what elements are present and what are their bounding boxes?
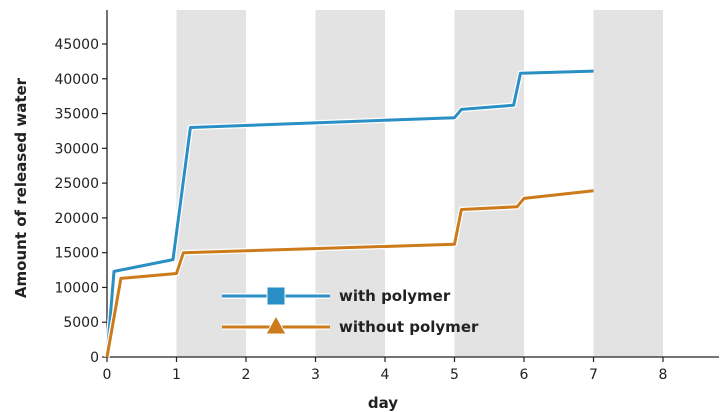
x-axis-title: day bbox=[368, 394, 398, 412]
x-tick-label: 2 bbox=[242, 367, 251, 383]
legend: with polymer without polymer bbox=[222, 286, 479, 336]
x-tick-label: 0 bbox=[103, 367, 112, 383]
y-tick-label: 25000 bbox=[54, 176, 99, 192]
y-tick-label: 35000 bbox=[54, 107, 99, 123]
x-tick-label: 1 bbox=[172, 367, 181, 383]
series-line-with-polymer bbox=[105, 69, 594, 358]
x-tick-label: 4 bbox=[381, 367, 390, 383]
y-tick-label: 15000 bbox=[54, 246, 99, 262]
x-axis: 0 1 2 3 4 5 6 7 8 bbox=[103, 356, 719, 383]
shaded-band bbox=[593, 10, 663, 357]
shaded-band bbox=[176, 10, 246, 357]
x-tick-label: 7 bbox=[589, 367, 598, 383]
shaded-band bbox=[454, 10, 524, 357]
legend-label: with polymer bbox=[339, 287, 451, 305]
y-tick-label: 20000 bbox=[54, 211, 99, 227]
y-tick-label: 30000 bbox=[54, 141, 99, 157]
y-tick-label: 5000 bbox=[63, 315, 99, 331]
x-tick-label: 5 bbox=[450, 367, 459, 383]
shaded-day-bands bbox=[176, 10, 663, 357]
y-tick-label: 40000 bbox=[54, 72, 99, 88]
y-tick-label: 0 bbox=[90, 350, 99, 366]
y-tick-label: 45000 bbox=[54, 37, 99, 53]
series-layer bbox=[104, 68, 594, 358]
series-line-without-polymer bbox=[105, 189, 594, 358]
y-axis: 0 5000 10000 15000 20000 25000 30000 35000 40000… bbox=[54, 10, 108, 366]
y-tick-label: 10000 bbox=[54, 280, 99, 296]
x-tick-label: 3 bbox=[311, 367, 320, 383]
shaded-band bbox=[315, 10, 385, 357]
legend-label: without polymer bbox=[339, 318, 479, 336]
x-tick-label: 6 bbox=[520, 367, 529, 383]
square-marker-icon bbox=[266, 286, 286, 306]
x-tick-label: 8 bbox=[659, 367, 668, 383]
triangle-marker-icon bbox=[265, 314, 287, 335]
y-axis-title: Amount of released water bbox=[12, 77, 30, 298]
